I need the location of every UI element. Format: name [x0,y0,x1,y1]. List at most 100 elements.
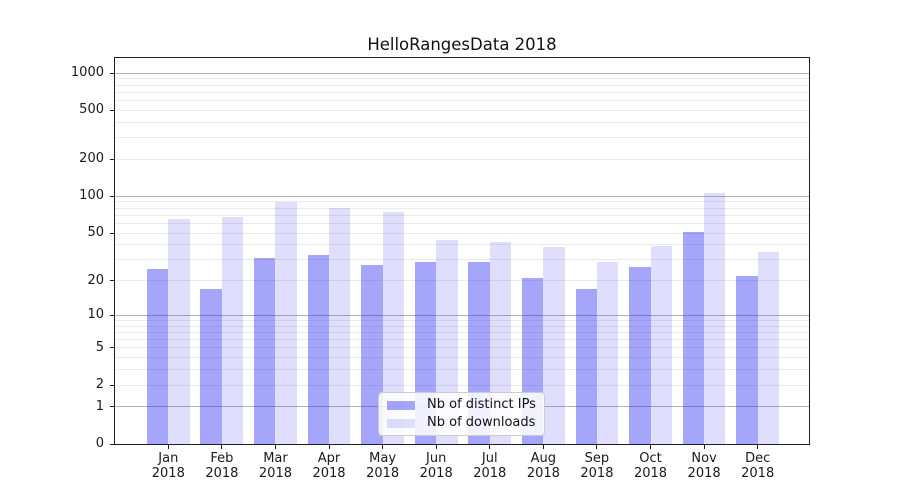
x-tick-label: Aug 2018 [503,451,583,481]
x-tick-mark [757,445,759,449]
gridline-minor [115,232,809,234]
y-tick-label: 50 [87,225,104,241]
bar-distinct-ips [736,275,758,444]
gridline-major [115,314,809,316]
chart-title: HelloRangesData 2018 [367,35,557,54]
x-tick-mark [435,445,437,449]
gridline-minor [115,319,809,321]
x-tick-month: Feb [210,451,234,466]
y-tick-label: 100 [79,188,104,204]
x-tick-year: 2018 [258,466,292,481]
bar-downloads [596,261,619,444]
gridline-minor [115,121,809,123]
y-tick-label: 0 [95,436,104,451]
x-tick-mark [703,445,705,449]
x-tick-label: Nov 2018 [664,451,744,481]
x-tick-mark [274,445,276,449]
y-tick-label: 2 [95,377,104,393]
x-tick-month: Oct [639,451,662,466]
x-tick-label: Sep 2018 [557,451,637,481]
x-tick-year: 2018 [419,466,453,481]
bar-distinct-ips [307,254,330,444]
gridline-minor [115,369,809,371]
x-tick-year: 2018 [580,466,614,481]
x-tick-mark [489,445,491,449]
bar-distinct-ips [682,231,705,444]
bar-distinct-ips [200,288,222,444]
x-tick-year: 2018 [205,466,239,481]
y-tick-mark [110,72,115,74]
gridline-minor [115,259,809,261]
bar-downloads [382,212,404,444]
gridline-minor [115,325,809,327]
y-tick-label: 20 [87,272,104,288]
gridline-minor [115,91,809,93]
bar-downloads [650,246,672,444]
x-tick-month: Jun [426,451,447,466]
bar-distinct-ips [361,265,383,444]
x-tick-month: Nov [691,451,717,466]
y-tick-label: 1 [95,398,104,414]
x-tick-mark [328,445,330,449]
gridline-minor [115,244,809,246]
x-tick-mark [221,445,223,449]
x-tick-label: Jun 2018 [396,451,476,481]
x-tick-year: 2018 [473,466,507,481]
gridline-minor [115,222,809,224]
x-tick-month: May [369,451,397,466]
bar-downloads [704,192,726,444]
gridline-major [115,72,809,74]
bar-distinct-ips [629,267,651,444]
legend-item: Nb of distinct IPs [387,397,536,413]
x-tick-mark [167,445,169,449]
gridline-major [115,195,809,197]
y-tick-mark [110,109,115,111]
gridline-minor [115,100,809,102]
gridline-minor [115,109,809,111]
x-tick-year: 2018 [687,466,721,481]
y-tick-label: 10 [87,307,104,323]
gridline-minor [115,78,809,80]
gridline-minor [115,339,809,341]
x-tick-month: Jan [158,451,179,466]
x-tick-month: Jul [481,451,498,466]
x-tick-label: Oct 2018 [611,451,691,481]
x-tick-label: Jan 2018 [128,451,208,481]
y-tick-label: 500 [79,102,104,118]
x-tick-year: 2018 [312,466,346,481]
bar-downloads [221,216,244,444]
y-tick-mark [110,158,115,160]
x-tick-year: 2018 [526,466,560,481]
y-tick-mark [110,406,115,408]
y-tick-mark [110,443,115,445]
gridline-minor [115,280,809,282]
legend-swatch-downloads [387,418,415,428]
x-tick-label: Jul 2018 [450,451,530,481]
y-tick-label: 5 [95,339,104,355]
legend-label: Nb of distinct IPs [427,397,536,412]
gridline-minor [115,357,809,359]
x-tick-label: May 2018 [343,451,423,481]
bar-downloads [329,207,351,444]
x-tick-mark [596,445,598,449]
x-tick-year: 2018 [633,466,668,481]
x-tick-label: Apr 2018 [289,451,369,481]
x-tick-mark [542,445,544,449]
y-tick-mark [110,232,115,234]
y-tick-mark [110,314,115,316]
legend: Nb of distinct IPs Nb of downloads [378,392,545,436]
x-tick-year: 2018 [741,466,775,481]
x-tick-label: Dec 2018 [718,451,798,481]
bar-downloads [543,247,565,444]
gridline-minor [115,331,809,333]
bar-distinct-ips [146,269,169,444]
bar-downloads [757,251,780,444]
bar-distinct-ips [254,258,276,444]
gridline-minor [115,214,809,216]
y-tick-label: 200 [79,151,104,167]
x-tick-mark [650,445,652,449]
y-tick-mark [110,347,115,349]
bar-downloads [275,201,297,444]
x-tick-month: Apr [317,451,341,466]
x-tick-month: Mar [263,451,288,466]
